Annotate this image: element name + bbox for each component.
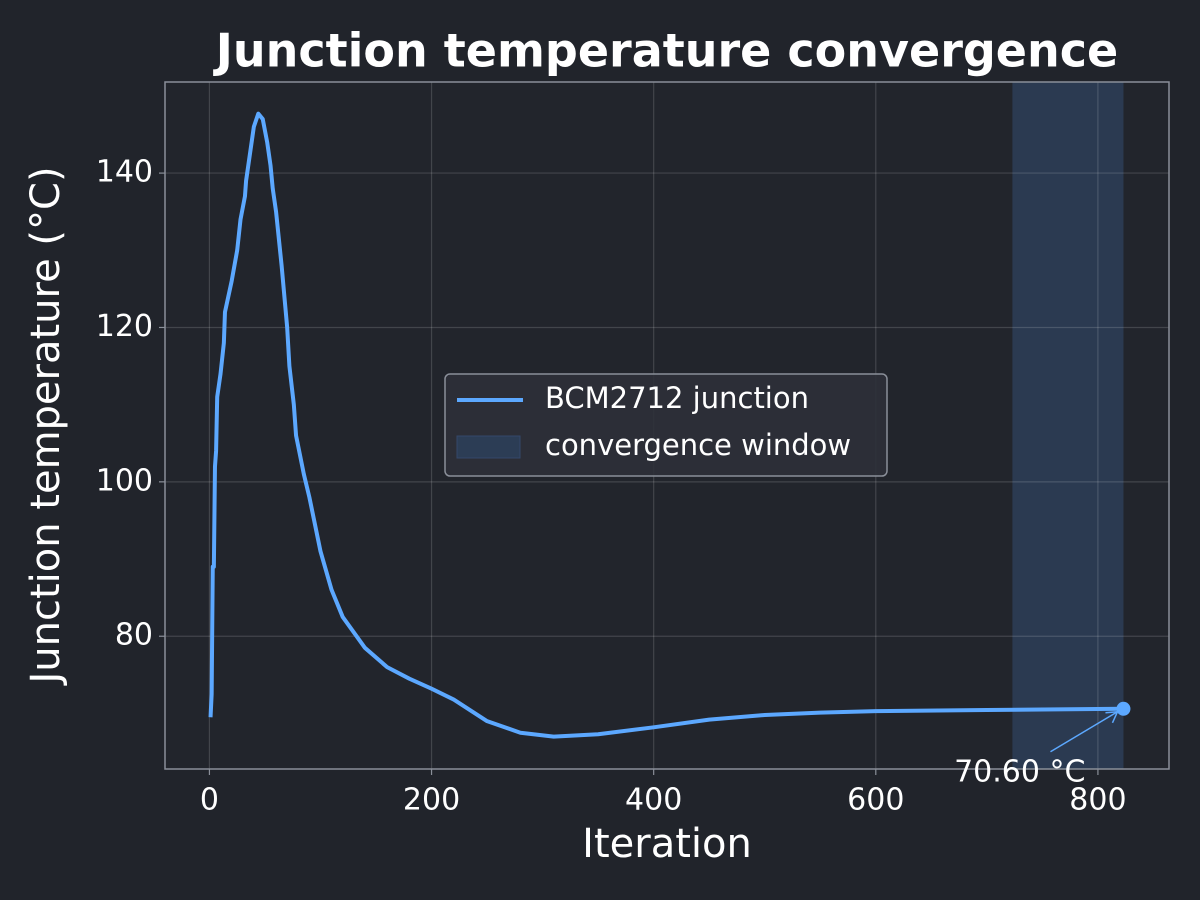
- legend-label: BCM2712 junction: [545, 381, 809, 415]
- legend-label: convergence window: [545, 428, 851, 462]
- x-tick-label: 200: [403, 783, 460, 818]
- y-tick-label: 80: [115, 618, 153, 653]
- series-line: [208, 111, 1124, 739]
- axes-frame: [164, 81, 1170, 770]
- x-tick-label: 400: [625, 783, 682, 818]
- legend-box: [444, 373, 888, 477]
- x-tick-label: 0: [200, 783, 219, 818]
- chart-title: Junction temperature convergence: [213, 24, 1118, 78]
- annotation-arrow: [1050, 711, 1118, 753]
- end-marker: [1116, 701, 1131, 716]
- convergence-span: [1012, 82, 1124, 769]
- y-tick-label: 100: [96, 463, 153, 498]
- y-axis-label: Junction temperature (°C): [23, 166, 69, 686]
- x-tick-label: 800: [1069, 783, 1126, 818]
- legend-swatch: [456, 435, 521, 459]
- annotation-arrowhead: [1105, 711, 1119, 724]
- x-axis-label: Iteration: [582, 821, 752, 867]
- x-tick-label: 600: [847, 783, 904, 818]
- y-tick-label: 140: [96, 155, 153, 190]
- y-tick-label: 120: [96, 309, 153, 344]
- annotation: 70.60 °C: [954, 754, 1085, 789]
